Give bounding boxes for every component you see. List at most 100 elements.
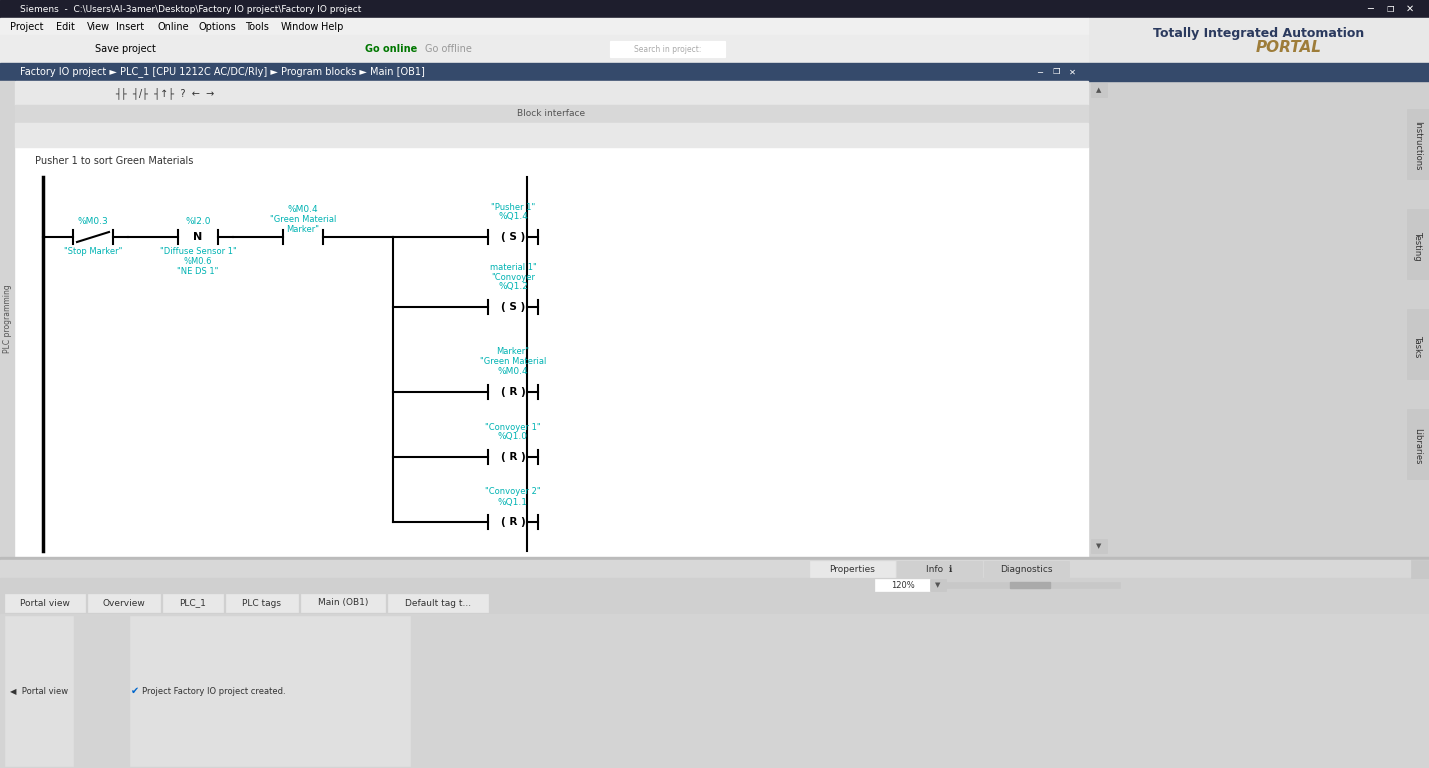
Text: Project Factory IO project created.: Project Factory IO project created. — [141, 687, 286, 696]
Text: "Pusher 1": "Pusher 1" — [492, 203, 534, 211]
Text: Pusher 1 to sort Green Materials: Pusher 1 to sort Green Materials — [34, 156, 193, 166]
Text: ✕: ✕ — [1406, 4, 1415, 14]
Bar — [130, 616, 410, 766]
Text: ─: ─ — [1368, 4, 1373, 14]
Text: ◀  Portal view: ◀ Portal view — [10, 687, 69, 696]
Bar — [1087, 18, 1429, 63]
Bar — [1410, 560, 1429, 578]
Bar — [0, 0, 1429, 18]
Bar — [1408, 109, 1429, 179]
Text: Factory IO project ► PLC_1 [CPU 1212C AC/DC/Rly] ► Program blocks ► Main [OB1]: Factory IO project ► PLC_1 [CPU 1212C AC… — [20, 67, 424, 78]
Text: %Q1.4: %Q1.4 — [499, 213, 527, 221]
Text: Options: Options — [199, 22, 236, 31]
Bar — [4, 594, 84, 612]
Bar — [14, 105, 1087, 123]
Text: %Q1.0: %Q1.0 — [497, 432, 527, 442]
Text: Instructions: Instructions — [1413, 121, 1422, 170]
Bar — [1408, 409, 1429, 479]
Bar — [0, 18, 1087, 35]
Bar — [930, 579, 946, 591]
Bar — [89, 594, 160, 612]
Text: Overview: Overview — [103, 598, 146, 607]
Text: %I2.0: %I2.0 — [186, 217, 210, 226]
Bar — [14, 123, 1087, 147]
Bar — [0, 63, 1429, 81]
Bar — [4, 616, 73, 766]
Bar — [1090, 539, 1107, 553]
Text: "Convoyer: "Convoyer — [492, 273, 534, 282]
Bar — [24, 169, 534, 559]
Text: "Convoyer 1": "Convoyer 1" — [486, 422, 540, 432]
Bar — [0, 35, 1087, 63]
Bar — [1408, 309, 1429, 379]
Text: Edit: Edit — [57, 22, 76, 31]
Bar — [0, 578, 1429, 592]
Bar — [0, 557, 1429, 560]
Bar — [897, 561, 982, 577]
Text: ( R ): ( R ) — [500, 517, 526, 527]
Text: "Stop Marker": "Stop Marker" — [64, 247, 123, 257]
Bar — [163, 594, 223, 612]
Text: Go offline: Go offline — [424, 44, 472, 54]
Bar — [64, 209, 121, 257]
Text: Libraries: Libraries — [1413, 428, 1422, 464]
Bar — [14, 81, 1087, 105]
Bar — [0, 592, 1429, 614]
Text: Properties: Properties — [830, 564, 876, 574]
Text: PLC_1: PLC_1 — [180, 598, 206, 607]
Text: "NE DS 1": "NE DS 1" — [177, 267, 219, 276]
Bar — [1010, 582, 1050, 588]
Text: PLC tags: PLC tags — [243, 598, 282, 607]
Text: ( S ): ( S ) — [502, 232, 524, 242]
Text: ❒: ❒ — [1386, 5, 1393, 14]
Bar — [14, 147, 1087, 557]
Bar — [810, 561, 895, 577]
Bar — [0, 81, 14, 557]
Text: material 1": material 1" — [490, 263, 536, 272]
Text: "Convoyer 2": "Convoyer 2" — [486, 488, 540, 496]
Text: %M0.3: %M0.3 — [77, 217, 109, 226]
Text: Window: Window — [280, 22, 319, 31]
Bar — [875, 579, 930, 591]
Text: Marker": Marker" — [286, 224, 320, 233]
Text: Marker": Marker" — [496, 347, 530, 356]
Text: %M0.4: %M0.4 — [287, 206, 319, 214]
Bar — [1408, 209, 1429, 279]
Text: %M0.4: %M0.4 — [497, 368, 529, 376]
Text: 120%: 120% — [890, 581, 915, 590]
Bar — [389, 594, 487, 612]
Text: Save project: Save project — [94, 44, 156, 54]
Text: View: View — [87, 22, 110, 31]
Text: Search in project:: Search in project: — [634, 45, 702, 54]
Text: ─: ─ — [1037, 68, 1043, 77]
Text: Portal view: Portal view — [20, 598, 70, 607]
Text: Help: Help — [322, 22, 344, 31]
Bar — [302, 594, 384, 612]
Text: Project: Project — [10, 22, 43, 31]
Text: ▼: ▼ — [936, 582, 940, 588]
Text: PLC programming: PLC programming — [3, 285, 11, 353]
Text: Default tag t...: Default tag t... — [404, 598, 472, 607]
Text: ▼: ▼ — [1096, 543, 1102, 549]
Text: %Q1.2: %Q1.2 — [499, 283, 527, 292]
Text: Block interface: Block interface — [517, 110, 586, 118]
Bar — [1090, 83, 1107, 97]
Bar — [226, 594, 299, 612]
Text: ❒: ❒ — [1052, 68, 1060, 77]
Text: Go online: Go online — [364, 44, 417, 54]
Text: Tools: Tools — [244, 22, 269, 31]
Text: ( S ): ( S ) — [502, 302, 524, 312]
Bar — [0, 614, 1429, 768]
Text: N: N — [193, 232, 203, 242]
Text: "Diffuse Sensor 1": "Diffuse Sensor 1" — [160, 247, 236, 256]
Text: Main (OB1): Main (OB1) — [317, 598, 369, 607]
Text: Siemens  -  C:\Users\Al-3amer\Desktop\Factory IO project\Factory IO project: Siemens - C:\Users\Al-3amer\Desktop\Fact… — [20, 5, 362, 14]
Text: PORTAL: PORTAL — [1256, 41, 1322, 55]
Text: Tasks: Tasks — [1413, 335, 1422, 357]
Text: ( R ): ( R ) — [500, 387, 526, 397]
Text: Totally Integrated Automation: Totally Integrated Automation — [1153, 28, 1365, 41]
Text: %M0.6: %M0.6 — [184, 257, 213, 266]
Text: ✕: ✕ — [1069, 68, 1076, 77]
Text: Info  ℹ: Info ℹ — [926, 564, 953, 574]
Text: "Green Material: "Green Material — [270, 216, 336, 224]
